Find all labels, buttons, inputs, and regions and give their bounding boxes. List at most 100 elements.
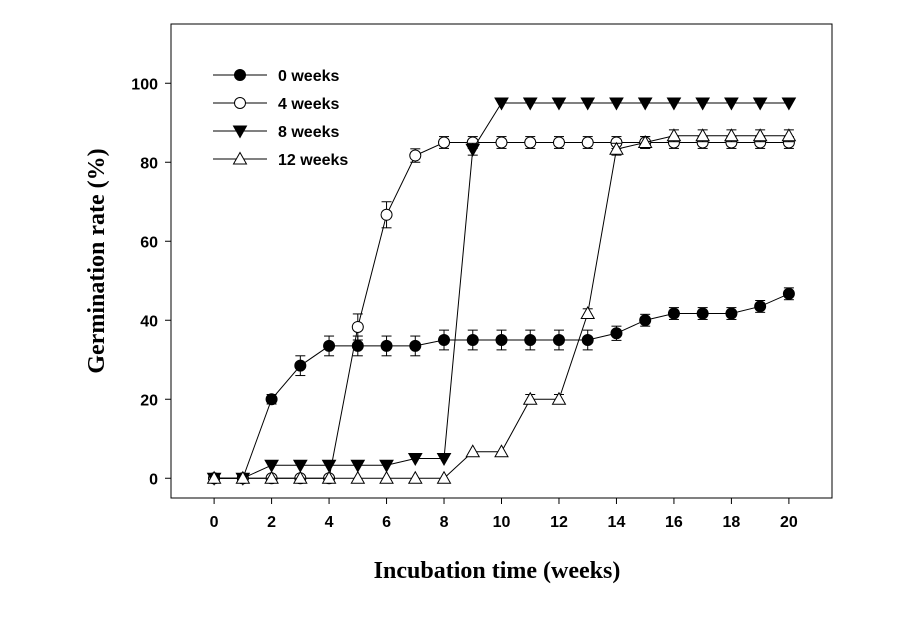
x-tick-label: 14: [608, 514, 626, 531]
point-marker: [494, 444, 509, 458]
point-marker: [666, 97, 682, 111]
point-marker: [752, 128, 768, 142]
point-marker: [609, 141, 624, 155]
point-marker: [292, 459, 308, 473]
point-marker: [581, 136, 594, 149]
point-marker: [724, 128, 739, 142]
point-marker: [695, 97, 711, 111]
point-marker: [232, 151, 248, 165]
point-marker: [552, 334, 565, 346]
point-marker: [610, 327, 623, 340]
legend-item-w4: 4 weeks: [213, 96, 339, 113]
x-tick-label: 12: [550, 514, 568, 531]
point-marker: [294, 359, 307, 372]
point-marker: [696, 307, 709, 320]
point-marker: [323, 339, 336, 352]
legend-item-w0: 0 weeks: [213, 68, 339, 85]
point-marker: [321, 470, 337, 484]
point-marker: [466, 334, 479, 346]
y-tick-label: 60: [140, 234, 158, 251]
point-marker: [350, 459, 366, 473]
point-marker: [667, 307, 680, 320]
point-marker: [637, 97, 653, 111]
point-marker: [637, 134, 653, 148]
point-marker: [495, 334, 508, 346]
point-marker: [781, 128, 797, 142]
legend: 0 weeks 4 weeks 8 weeks 12 weeks: [213, 68, 348, 169]
x-tick-label: 6: [382, 514, 391, 531]
point-marker: [409, 339, 422, 352]
point-marker: [522, 391, 538, 405]
series-layer: [206, 97, 797, 486]
point-marker: [524, 334, 537, 346]
point-marker: [725, 307, 738, 320]
y-tick-label: 100: [131, 76, 158, 93]
point-marker: [436, 470, 452, 484]
y-tick-label: 40: [140, 313, 158, 330]
axis-ticks: 0 2 4 6 8 10 12 14 16 18 20 0 20 40 60 80 100: [131, 76, 798, 531]
legend-label: 4 weeks: [278, 96, 339, 113]
point-marker: [580, 306, 596, 320]
point-marker: [379, 470, 394, 484]
point-marker: [524, 136, 537, 149]
point-marker: [666, 128, 682, 142]
point-marker: [752, 97, 768, 111]
y-tick-label: 80: [140, 155, 158, 172]
point-marker: [639, 314, 652, 327]
x-tick-label: 10: [493, 514, 511, 531]
point-marker: [264, 470, 279, 484]
point-marker: [379, 459, 394, 473]
point-marker: [350, 470, 366, 484]
point-marker: [351, 320, 364, 333]
point-marker: [380, 339, 393, 352]
point-marker: [522, 97, 538, 111]
point-marker: [206, 470, 222, 484]
legend-label: 8 weeks: [278, 124, 339, 141]
legend-label: 12 weeks: [278, 152, 348, 169]
point-marker: [551, 391, 567, 405]
point-marker: [292, 470, 308, 484]
point-marker: [609, 97, 624, 111]
x-tick-label: 8: [440, 514, 449, 531]
point-marker: [724, 97, 739, 111]
point-marker: [695, 128, 711, 142]
legend-item-w8: 8 weeks: [213, 124, 339, 141]
point-marker: [494, 97, 509, 111]
point-marker: [232, 125, 248, 139]
plot-frame: [170, 23, 833, 499]
point-marker: [580, 97, 596, 111]
series-w12: [206, 128, 797, 484]
series-w8: [206, 97, 797, 486]
point-marker: [438, 334, 451, 346]
point-marker: [495, 136, 508, 149]
y-axis-title: Germination rate (%): [84, 148, 110, 373]
x-tick-label: 4: [325, 514, 334, 531]
point-marker: [754, 300, 767, 313]
point-marker: [409, 149, 422, 162]
x-tick-label: 20: [780, 514, 798, 531]
x-tick-label: 16: [665, 514, 683, 531]
point-marker: [436, 453, 452, 467]
x-tick-label: 0: [210, 514, 219, 531]
y-tick-label: 20: [140, 392, 158, 409]
x-tick-label: 2: [267, 514, 276, 531]
point-marker: [321, 459, 337, 473]
point-marker: [380, 208, 393, 221]
point-marker: [781, 97, 797, 111]
x-tick-label: 18: [723, 514, 741, 531]
point-marker: [552, 136, 565, 149]
point-marker: [235, 470, 251, 484]
point-marker: [465, 143, 481, 157]
point-marker: [438, 136, 451, 149]
x-axis-title: Incubation time (weeks): [374, 558, 621, 584]
point-marker: [265, 393, 278, 406]
legend-item-w12: 12 weeks: [213, 151, 348, 169]
point-marker: [551, 97, 567, 111]
series-w0: [208, 287, 795, 485]
y-tick-label: 0: [149, 471, 158, 488]
point-marker: [407, 470, 423, 484]
point-marker: [782, 287, 795, 300]
point-marker: [264, 459, 279, 473]
legend-label: 0 weeks: [278, 68, 339, 85]
